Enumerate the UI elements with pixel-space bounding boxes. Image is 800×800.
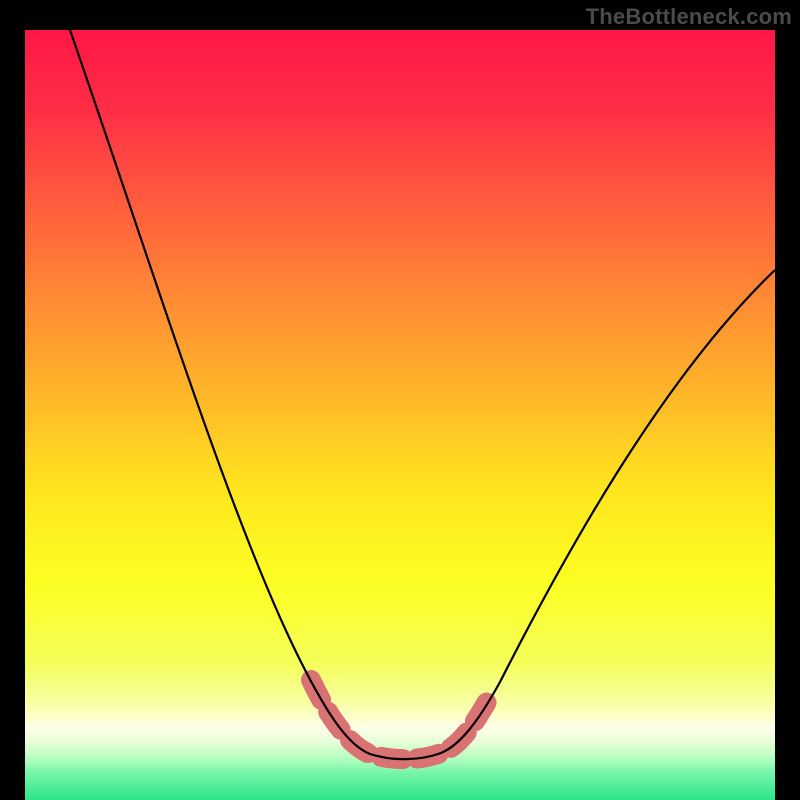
plot-background (25, 30, 775, 800)
bottleneck-chart (0, 0, 800, 800)
chart-container: TheBottleneck.com (0, 0, 800, 800)
watermark-text: TheBottleneck.com (586, 4, 792, 30)
